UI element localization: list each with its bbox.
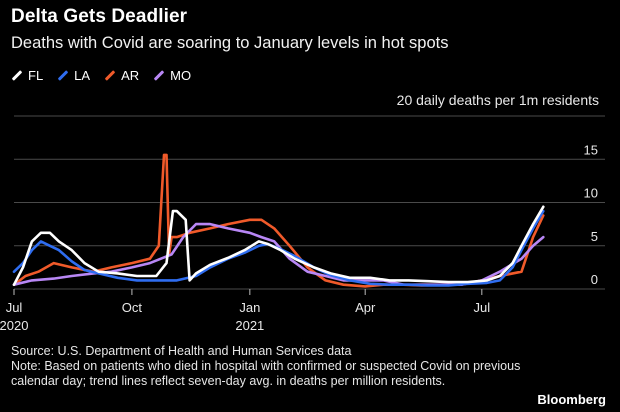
- y-tick-label: 15: [584, 142, 598, 157]
- series-line-la: [12, 209, 545, 287]
- x-tick-label: Oct: [122, 300, 143, 315]
- source-note: Source: U.S. Department of Health and Hu…: [11, 344, 352, 358]
- series-line-ar: [12, 153, 545, 288]
- x-tick-label: Jul: [6, 300, 23, 315]
- chart-title: Delta Gets Deadlier: [11, 6, 188, 27]
- y-tick-label: 10: [584, 186, 598, 201]
- legend-item-mo: MO: [153, 68, 191, 83]
- chart-legend: FL LA AR MO: [11, 68, 191, 83]
- x-tick-label: Apr: [355, 300, 376, 315]
- chart-footer: Source: U.S. Department of Health and Hu…: [11, 344, 551, 389]
- x-tick-sublabel: 2021: [235, 318, 264, 333]
- x-tick-sublabel: 2020: [0, 318, 28, 333]
- legend-item-ar: AR: [104, 68, 139, 83]
- legend-label-fl: FL: [28, 68, 44, 83]
- y-tick-label: 0: [591, 272, 598, 287]
- y-axis-label: 20 daily deaths per 1m residents: [396, 92, 599, 108]
- legend-item-la: LA: [57, 68, 90, 83]
- x-tick-label: Jul: [474, 300, 491, 315]
- legend-item-fl: FL: [11, 68, 43, 83]
- legend-label-la: LA: [74, 68, 91, 83]
- x-tick-label: Jan: [239, 300, 260, 315]
- chart-subtitle: Deaths with Covid are soaring to January…: [11, 34, 449, 52]
- series-line-fl: [12, 205, 545, 287]
- bloomberg-logo: Bloomberg: [537, 392, 606, 407]
- methodology-note: Note: Based on patients who died in hosp…: [11, 359, 521, 388]
- legend-label-ar: AR: [121, 68, 140, 83]
- legend-label-mo: MO: [170, 68, 192, 83]
- y-tick-label: 5: [591, 229, 598, 244]
